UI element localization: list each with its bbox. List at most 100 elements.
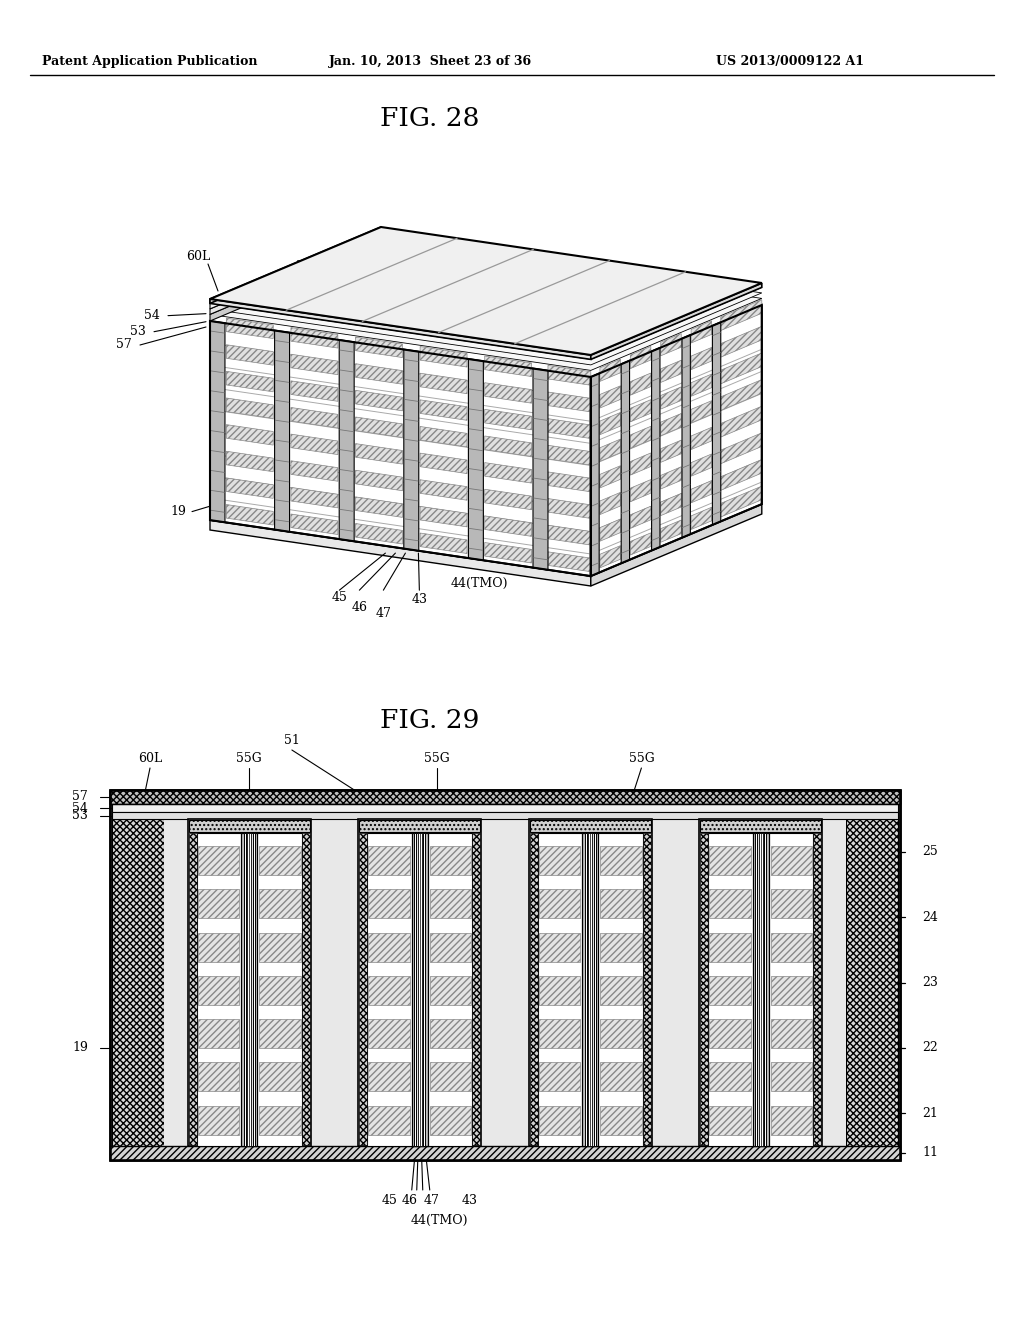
- Polygon shape: [651, 348, 659, 550]
- Polygon shape: [291, 354, 338, 375]
- Bar: [198, 1019, 240, 1048]
- Text: 25: 25: [922, 845, 938, 858]
- Text: 44(TMO): 44(TMO): [411, 1213, 469, 1226]
- Bar: [600, 975, 642, 1005]
- Bar: [430, 890, 471, 919]
- Polygon shape: [226, 345, 273, 366]
- Bar: [539, 932, 581, 962]
- Polygon shape: [660, 440, 681, 462]
- Polygon shape: [591, 374, 599, 576]
- Bar: [259, 890, 301, 919]
- Polygon shape: [291, 434, 338, 454]
- Polygon shape: [226, 399, 273, 418]
- Polygon shape: [210, 321, 225, 523]
- Text: 54: 54: [72, 801, 88, 814]
- Bar: [359, 833, 368, 1144]
- Text: FIG. 28: FIG. 28: [380, 106, 479, 131]
- Polygon shape: [291, 381, 338, 401]
- Bar: [528, 818, 651, 1146]
- Text: 60L: 60L: [186, 251, 210, 264]
- Bar: [244, 833, 255, 1146]
- Polygon shape: [226, 425, 273, 445]
- Polygon shape: [660, 387, 681, 409]
- Bar: [643, 833, 650, 1144]
- Text: 55G: 55G: [664, 314, 689, 327]
- Polygon shape: [291, 513, 338, 535]
- Polygon shape: [355, 496, 402, 517]
- Bar: [110, 789, 900, 1160]
- Bar: [539, 846, 581, 875]
- Bar: [247, 833, 251, 1146]
- Polygon shape: [591, 305, 762, 576]
- Polygon shape: [534, 368, 548, 570]
- Bar: [771, 1019, 812, 1048]
- Bar: [710, 932, 751, 962]
- Bar: [112, 818, 164, 1146]
- Bar: [710, 1019, 751, 1048]
- Polygon shape: [721, 300, 762, 330]
- Bar: [771, 1063, 812, 1092]
- Polygon shape: [484, 383, 531, 403]
- Polygon shape: [631, 374, 651, 395]
- Polygon shape: [721, 407, 762, 437]
- Bar: [412, 833, 428, 1146]
- Bar: [771, 846, 812, 875]
- Bar: [587, 833, 594, 1146]
- Bar: [710, 1106, 751, 1135]
- Bar: [112, 812, 898, 818]
- Polygon shape: [484, 436, 531, 457]
- Polygon shape: [721, 459, 762, 490]
- Bar: [529, 820, 650, 832]
- Text: Jan. 10, 2013  Sheet 23 of 36: Jan. 10, 2013 Sheet 23 of 36: [329, 55, 531, 69]
- Polygon shape: [691, 321, 712, 343]
- Bar: [430, 1019, 471, 1048]
- Polygon shape: [210, 300, 591, 359]
- Polygon shape: [600, 466, 621, 488]
- Polygon shape: [600, 545, 621, 568]
- Polygon shape: [274, 330, 290, 532]
- Polygon shape: [548, 445, 591, 465]
- Text: FIG. 29: FIG. 29: [380, 708, 479, 733]
- Bar: [538, 833, 643, 1146]
- Bar: [771, 932, 812, 962]
- Text: 47: 47: [424, 1193, 439, 1206]
- Bar: [600, 890, 642, 919]
- Polygon shape: [291, 487, 338, 508]
- Text: 43: 43: [412, 593, 427, 606]
- Bar: [359, 820, 480, 832]
- Polygon shape: [226, 451, 273, 471]
- Polygon shape: [420, 533, 467, 553]
- Polygon shape: [721, 326, 762, 358]
- Bar: [369, 890, 410, 919]
- Bar: [430, 846, 471, 875]
- Polygon shape: [420, 374, 467, 393]
- Polygon shape: [355, 417, 402, 437]
- Bar: [110, 1146, 900, 1160]
- Polygon shape: [631, 426, 651, 449]
- Polygon shape: [691, 374, 712, 396]
- Text: 46: 46: [351, 601, 368, 614]
- Bar: [700, 820, 821, 832]
- Bar: [259, 1063, 301, 1092]
- Polygon shape: [691, 507, 712, 529]
- Polygon shape: [631, 479, 651, 502]
- Bar: [188, 833, 197, 1144]
- Polygon shape: [210, 243, 381, 321]
- Polygon shape: [420, 400, 467, 420]
- Text: 53: 53: [72, 809, 88, 822]
- Polygon shape: [600, 359, 621, 381]
- Text: 24: 24: [621, 409, 637, 421]
- Polygon shape: [591, 504, 762, 586]
- Bar: [539, 1063, 581, 1092]
- Bar: [198, 932, 240, 962]
- Polygon shape: [691, 347, 712, 370]
- Text: 24: 24: [922, 911, 938, 924]
- Polygon shape: [291, 327, 338, 348]
- Polygon shape: [484, 490, 531, 510]
- Polygon shape: [226, 371, 273, 392]
- Polygon shape: [721, 433, 762, 463]
- Bar: [753, 833, 769, 1146]
- Bar: [369, 932, 410, 962]
- Bar: [110, 789, 900, 1160]
- Polygon shape: [355, 470, 402, 491]
